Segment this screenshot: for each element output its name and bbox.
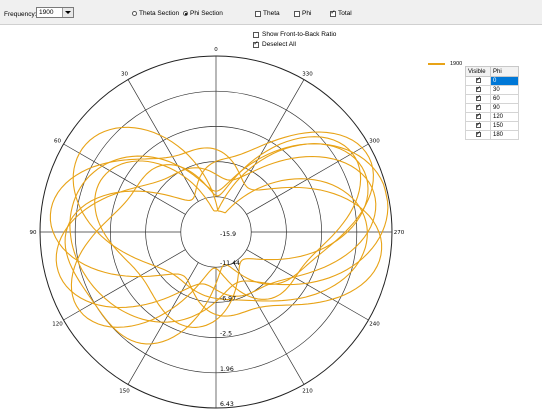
grid-spoke [63,143,186,215]
angle-label: 330 [302,72,313,78]
checkbox-checked-icon [253,40,259,48]
radiation-curve [64,131,374,345]
phi-label: Phi [302,10,312,17]
radial-label: -15.9 [220,231,236,238]
radio-selected-icon [183,11,188,16]
theta-checkbox[interactable]: Theta [255,10,280,17]
grid-spoke [246,249,369,321]
phi-checkbox[interactable]: Phi [294,10,311,17]
radial-label: 6.43 [220,401,234,408]
radiation-curve [55,155,377,309]
radial-label: 1.96 [220,366,234,373]
grid-spoke [233,79,305,202]
theta-section-radio[interactable]: Theta Section [132,10,179,17]
legend-swatch [428,63,445,65]
grid-spoke [63,249,186,321]
radiation-curve [94,143,369,328]
angle-label: 270 [394,230,405,236]
table-row[interactable]: 150 [465,121,519,131]
chevron-down-icon[interactable] [62,8,73,17]
phi-cell: 90 [490,103,519,113]
polar-labels: 0306090120150180210240270300330-15.9-11.… [30,47,405,408]
checkbox-checked-icon[interactable] [475,76,481,84]
radiation-curve [70,136,362,328]
angle-label: 60 [54,139,61,145]
grid-spoke [127,79,199,202]
checkbox-icon [294,10,300,17]
angle-label: 0 [214,47,218,53]
table-row[interactable]: 30 [465,85,519,95]
deselect-all-label: Deselect All [262,41,296,48]
theta-label: Theta [263,10,280,17]
polar-grid [39,55,393,409]
frequency-label: Frequency: [4,11,37,18]
visible-cell[interactable] [465,130,491,140]
theta-section-label: Theta Section [139,10,180,17]
legend-label: 1900 [450,61,463,67]
phi-cell: 150 [490,121,519,131]
frequency-value: 1900 [39,9,54,16]
header-visible: Visible [465,66,491,77]
angle-label: 210 [302,388,313,394]
radiation-curve [49,147,383,317]
phi-table: Visible Phi 0306090120150180 [465,66,519,140]
table-row[interactable]: 180 [465,130,519,140]
phi-cell: 30 [490,85,519,95]
angle-label: 30 [121,72,128,78]
checkbox-checked-icon[interactable] [475,85,481,93]
header-phi: Phi [490,66,519,77]
angle-label: 150 [119,388,130,394]
checkbox-icon [255,10,261,17]
table-row[interactable]: 0 [465,76,519,86]
frequency-select[interactable]: 1900 [36,7,74,18]
table-row[interactable]: 90 [465,103,519,113]
checkbox-checked-icon[interactable] [475,94,481,102]
angle-label: 240 [369,322,380,328]
total-checkbox[interactable]: Total [330,9,352,17]
legend: 1900 [428,61,462,67]
phi-section-radio[interactable]: Phi Section [183,10,223,17]
show-ftb-checkbox[interactable]: Show Front-to-Back Ratio [253,31,336,38]
angle-label: 300 [369,139,380,145]
checkbox-icon [253,31,259,38]
angle-label: 120 [52,322,63,328]
show-ftb-label: Show Front-to-Back Ratio [262,31,337,38]
grid-ring [180,196,252,268]
table-row[interactable]: 120 [465,112,519,122]
radial-label: -6.97 [220,295,236,302]
checkbox-checked-icon[interactable] [475,112,481,120]
deselect-all-checkbox[interactable]: Deselect All [253,40,296,48]
toolbar: Frequency: 1900 Theta Section Phi Sectio… [0,0,542,25]
phi-cell: 0 [490,76,519,86]
total-label: Total [338,10,352,17]
radiation-curve [72,126,368,302]
phi-cell: 120 [490,112,519,122]
radiation-curve [69,143,389,323]
table-row[interactable]: 60 [465,94,519,104]
grid-spoke [127,262,199,385]
checkbox-checked-icon [330,9,336,17]
angle-label: 90 [30,230,37,236]
phi-cell: 180 [490,130,519,140]
radiation-curves [49,126,389,345]
phi-section-label: Phi Section [190,10,223,17]
grid-spoke [233,262,305,385]
radio-icon [132,11,137,16]
checkbox-checked-icon[interactable] [475,121,481,129]
checkbox-checked-icon[interactable] [475,103,481,111]
radial-label: -11.44 [220,260,240,267]
radial-label: -2.5 [220,331,232,338]
checkbox-checked-icon[interactable] [475,130,481,138]
phi-cell: 60 [490,94,519,104]
